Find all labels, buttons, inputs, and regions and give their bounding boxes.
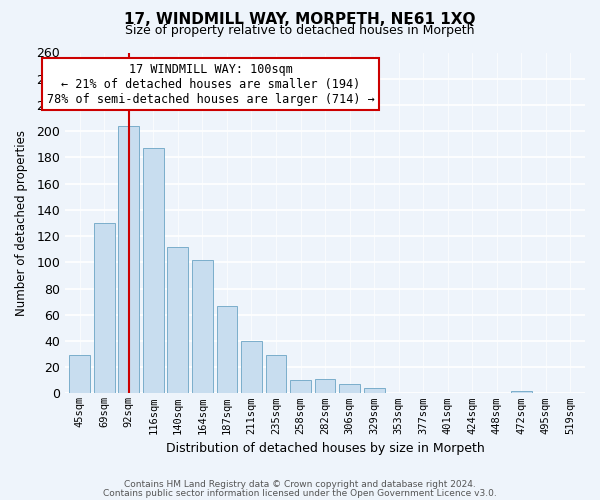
- Bar: [339, 384, 360, 394]
- Bar: [70, 356, 90, 394]
- Bar: [94, 223, 115, 394]
- Text: Contains HM Land Registry data © Crown copyright and database right 2024.: Contains HM Land Registry data © Crown c…: [124, 480, 476, 489]
- Text: Contains public sector information licensed under the Open Government Licence v3: Contains public sector information licen…: [103, 488, 497, 498]
- Bar: [217, 306, 238, 394]
- Bar: [314, 379, 335, 394]
- Y-axis label: Number of detached properties: Number of detached properties: [15, 130, 28, 316]
- Bar: [290, 380, 311, 394]
- Bar: [192, 260, 213, 394]
- Bar: [167, 246, 188, 394]
- Text: 17, WINDMILL WAY, MORPETH, NE61 1XQ: 17, WINDMILL WAY, MORPETH, NE61 1XQ: [124, 12, 476, 28]
- Bar: [266, 356, 286, 394]
- X-axis label: Distribution of detached houses by size in Morpeth: Distribution of detached houses by size …: [166, 442, 484, 455]
- Bar: [118, 126, 139, 394]
- Text: 17 WINDMILL WAY: 100sqm
← 21% of detached houses are smaller (194)
78% of semi-d: 17 WINDMILL WAY: 100sqm ← 21% of detache…: [47, 62, 374, 106]
- Bar: [143, 148, 164, 394]
- Text: Size of property relative to detached houses in Morpeth: Size of property relative to detached ho…: [125, 24, 475, 37]
- Bar: [511, 391, 532, 394]
- Bar: [364, 388, 385, 394]
- Bar: [241, 341, 262, 394]
